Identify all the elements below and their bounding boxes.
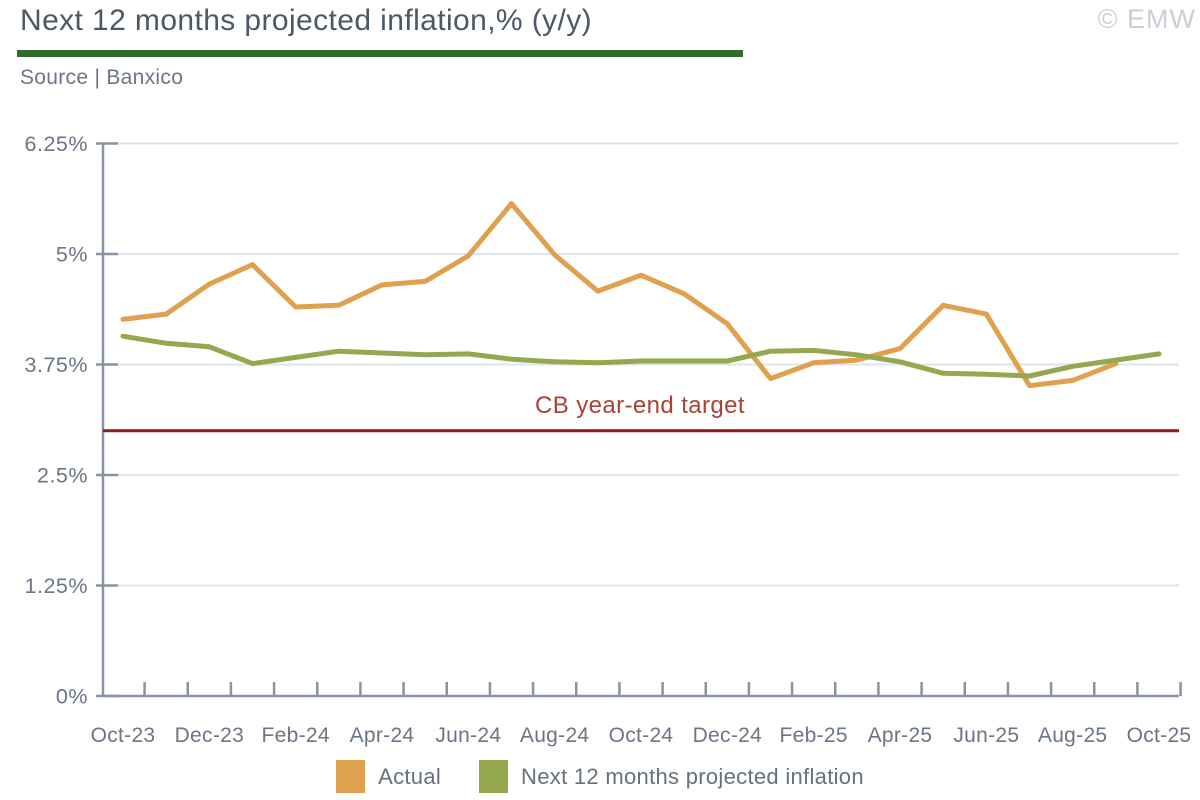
- chart-legend: Actual Next 12 months projected inflatio…: [0, 760, 1200, 793]
- x-axis-label: Aug-25: [1038, 724, 1108, 747]
- x-axis-label: Jun-25: [953, 724, 1019, 747]
- x-axis-label: Oct-23: [91, 724, 156, 747]
- x-axis-label: Aug-24: [520, 724, 590, 747]
- target-label: CB year-end target: [535, 392, 745, 419]
- projected-series-swatch: [479, 760, 509, 793]
- x-axis-label: Oct-25: [1127, 724, 1192, 747]
- actual-series-line: [120, 201, 1119, 389]
- x-axis-label: Feb-24: [261, 724, 329, 747]
- actual-series-label: Actual: [378, 763, 442, 789]
- copyright-watermark: © EMW: [1097, 4, 1196, 34]
- projected-series-line: [120, 333, 1162, 379]
- title-underline: [17, 50, 743, 57]
- projected-series-label: Next 12 months projected inflation: [521, 763, 864, 789]
- x-axis-label: Jun-24: [435, 724, 501, 747]
- legend-item-projected: Next 12 months projected inflation: [479, 760, 864, 793]
- legend-item-actual: Actual: [336, 760, 441, 793]
- x-axis-label: Apr-24: [350, 724, 415, 747]
- source-label: Source | Banxico: [20, 66, 184, 89]
- x-axis-label: Oct-24: [609, 724, 674, 747]
- y-axis-label: 1.25%: [25, 574, 88, 598]
- x-axis-label: Feb-25: [779, 724, 847, 747]
- y-axis-label: 5%: [56, 243, 88, 267]
- x-axis-label: Dec-23: [175, 724, 245, 747]
- x-axis-label: Dec-24: [693, 724, 763, 747]
- y-axis-label: 6.25%: [25, 132, 88, 156]
- actual-series-swatch: [336, 760, 366, 793]
- x-axis-label: Apr-25: [868, 724, 933, 747]
- y-axis-label: 2.5%: [37, 464, 88, 488]
- y-axis-label: 0%: [56, 685, 88, 709]
- y-axis-label: 3.75%: [25, 353, 88, 377]
- page-title: Next 12 months projected inflation,% (y/…: [20, 4, 593, 37]
